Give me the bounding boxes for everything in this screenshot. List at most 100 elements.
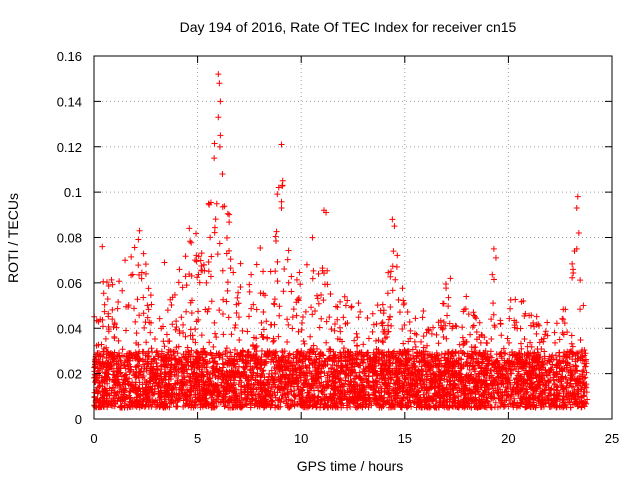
data-point (449, 325, 456, 332)
data-point (428, 330, 435, 337)
data-point (355, 314, 362, 321)
data-point (131, 244, 138, 251)
data-point (411, 338, 418, 345)
data-point (114, 305, 121, 312)
data-point (333, 367, 340, 374)
data-point (331, 327, 338, 334)
data-point (293, 312, 300, 319)
data-point (188, 239, 195, 246)
data-point (549, 352, 556, 359)
data-point (560, 316, 567, 323)
data-point (235, 289, 242, 296)
data-point (223, 234, 230, 241)
data-point (285, 279, 292, 286)
data-point (506, 397, 513, 404)
data-point (556, 349, 563, 356)
data-point (387, 303, 394, 310)
data-point (327, 291, 334, 298)
data-point (171, 355, 178, 362)
data-point (568, 332, 575, 339)
data-point (134, 296, 141, 303)
data-point (214, 251, 221, 258)
data-point (542, 328, 549, 335)
data-point (271, 337, 278, 344)
data-point (445, 294, 452, 301)
data-point (210, 343, 217, 350)
data-point (104, 296, 111, 303)
data-point (440, 318, 447, 325)
data-point (481, 377, 488, 384)
data-point (385, 316, 392, 323)
data-point (355, 300, 362, 307)
data-point (431, 384, 438, 391)
data-point (173, 344, 180, 351)
data-point (262, 387, 269, 394)
data-point (301, 340, 308, 347)
data-point (342, 302, 349, 309)
data-point (142, 270, 149, 277)
data-point (260, 290, 267, 297)
data-point (289, 325, 296, 332)
data-point (567, 398, 574, 405)
data-point (253, 306, 260, 313)
data-point (246, 281, 253, 288)
data-point (163, 331, 170, 338)
data-point (582, 374, 589, 381)
data-point (205, 268, 212, 275)
data-point (187, 332, 194, 339)
data-point (165, 338, 172, 345)
data-point (180, 321, 187, 328)
data-point (199, 267, 206, 274)
data-point (179, 284, 186, 291)
data-point (214, 381, 221, 388)
data-point (370, 321, 377, 328)
data-point (398, 404, 405, 411)
data-point (467, 331, 474, 338)
data-point (180, 403, 187, 410)
data-point (274, 191, 281, 198)
data-point (117, 403, 124, 410)
data-point (197, 257, 204, 264)
data-point (246, 288, 253, 295)
data-point (379, 319, 386, 326)
data-point (282, 394, 289, 401)
data-point (385, 322, 392, 329)
data-point (147, 292, 154, 299)
data-point (404, 309, 411, 316)
data-point (518, 345, 525, 352)
data-point (305, 380, 312, 387)
data-point (389, 287, 396, 294)
data-point (198, 250, 205, 257)
data-point (544, 319, 551, 326)
data-point (294, 296, 301, 303)
data-point (284, 338, 291, 345)
data-point (164, 307, 171, 314)
data-point (141, 324, 148, 331)
data-point (340, 314, 347, 321)
data-point (320, 352, 327, 359)
data-point (100, 278, 107, 285)
data-point (173, 403, 180, 410)
data-point (276, 368, 283, 375)
data-point (369, 328, 376, 335)
data-point (354, 334, 361, 341)
data-point (205, 258, 212, 265)
data-point (412, 343, 419, 350)
data-point (521, 385, 528, 392)
data-point (216, 390, 223, 397)
data-point (387, 314, 394, 321)
data-point (541, 353, 548, 360)
data-point (324, 374, 331, 381)
data-point (212, 216, 219, 223)
data-point (470, 322, 477, 329)
data-point (337, 328, 344, 335)
data-point (576, 372, 583, 379)
data-point (340, 345, 347, 352)
data-point (420, 307, 427, 314)
data-point (188, 272, 195, 279)
data-point (216, 143, 223, 150)
data-point (248, 271, 255, 278)
data-point (399, 285, 406, 292)
data-point (552, 339, 559, 346)
data-point (392, 276, 399, 283)
